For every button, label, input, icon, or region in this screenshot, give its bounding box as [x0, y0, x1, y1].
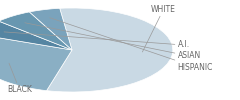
- Text: ASIAN: ASIAN: [25, 23, 201, 60]
- Wedge shape: [47, 8, 173, 92]
- Text: A.I.: A.I.: [4, 32, 190, 50]
- Wedge shape: [30, 8, 72, 50]
- Wedge shape: [0, 12, 72, 50]
- Wedge shape: [0, 21, 72, 50]
- Text: HISPANIC: HISPANIC: [50, 18, 213, 72]
- Text: WHITE: WHITE: [142, 4, 176, 52]
- Wedge shape: [0, 34, 72, 91]
- Text: BLACK: BLACK: [7, 63, 32, 94]
